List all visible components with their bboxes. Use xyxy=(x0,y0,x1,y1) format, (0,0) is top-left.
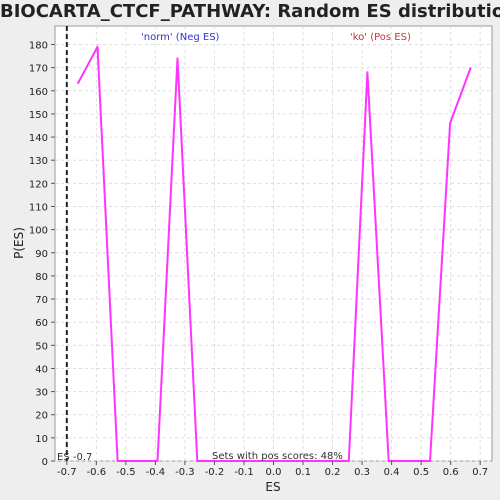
y-tick-label: 90 xyxy=(35,249,48,260)
y-tick-label: 40 xyxy=(35,364,48,375)
x-tick-label: 0.0 xyxy=(266,467,282,478)
y-tick-label: 100 xyxy=(29,226,48,237)
x-axis-title: ES xyxy=(265,480,280,494)
x-tick-label: 0.4 xyxy=(384,467,400,478)
y-axis: 0 10 20 30 40 50 60 70 80 90 100 110 120 130 140 150 160… xyxy=(29,41,55,468)
x-tick-label: 0.1 xyxy=(295,467,311,478)
y-tick-label: 120 xyxy=(29,179,48,190)
y-axis-title: P(ES) xyxy=(12,227,26,259)
x-axis: -0.7 -0.6 -0.5 -0.4 -0.3 -0.2 -0.1 0.0 0.1 0.2 0.3… xyxy=(57,461,488,478)
x-tick-label: 0.6 xyxy=(443,467,459,478)
pos-scores-label: Sets with pos scores: 48% xyxy=(212,451,343,462)
y-tick-label: 160 xyxy=(29,87,48,98)
y-tick-label: 10 xyxy=(35,434,48,445)
y-tick-label: 30 xyxy=(35,388,48,399)
y-tick-label: 20 xyxy=(35,411,48,422)
neg-es-label: 'norm' (Neg ES) xyxy=(141,32,220,43)
series-line xyxy=(76,45,472,462)
x-tick-label: 0.2 xyxy=(325,467,341,478)
x-tick-label: 0.7 xyxy=(472,467,488,478)
y-tick-label: 150 xyxy=(29,110,48,121)
pos-es-label: 'ko' (Pos ES) xyxy=(350,32,411,43)
x-tick-label: -0.1 xyxy=(234,467,254,478)
y-tick-label: 180 xyxy=(29,41,48,52)
x-tick-label: 0.5 xyxy=(413,467,429,478)
x-tick-label: -0.6 xyxy=(87,467,107,478)
es-value-label: ES -0.7 xyxy=(57,452,92,463)
x-tick-label: -0.4 xyxy=(146,467,166,478)
y-tick-label: 60 xyxy=(35,318,48,329)
y-tick-label: 140 xyxy=(29,133,48,144)
y-tick-label: 0 xyxy=(42,457,48,468)
y-tick-label: 80 xyxy=(35,272,48,283)
x-tick-label: -0.7 xyxy=(57,467,77,478)
x-tick-label: -0.3 xyxy=(175,467,195,478)
series-group xyxy=(76,45,472,462)
x-tick-label: -0.5 xyxy=(116,467,136,478)
y-tick-label: 130 xyxy=(29,156,48,167)
grid xyxy=(55,26,492,462)
y-tick-label: 70 xyxy=(35,295,48,306)
y-tick-label: 110 xyxy=(29,202,48,213)
x-tick-label: -0.2 xyxy=(205,467,225,478)
x-tick-label: 0.3 xyxy=(354,467,370,478)
chart-title: BIOCARTA_CTCF_PATHWAY: Random ES distrib… xyxy=(0,1,500,22)
y-tick-label: 50 xyxy=(35,341,48,352)
y-tick-label: 170 xyxy=(29,64,48,75)
